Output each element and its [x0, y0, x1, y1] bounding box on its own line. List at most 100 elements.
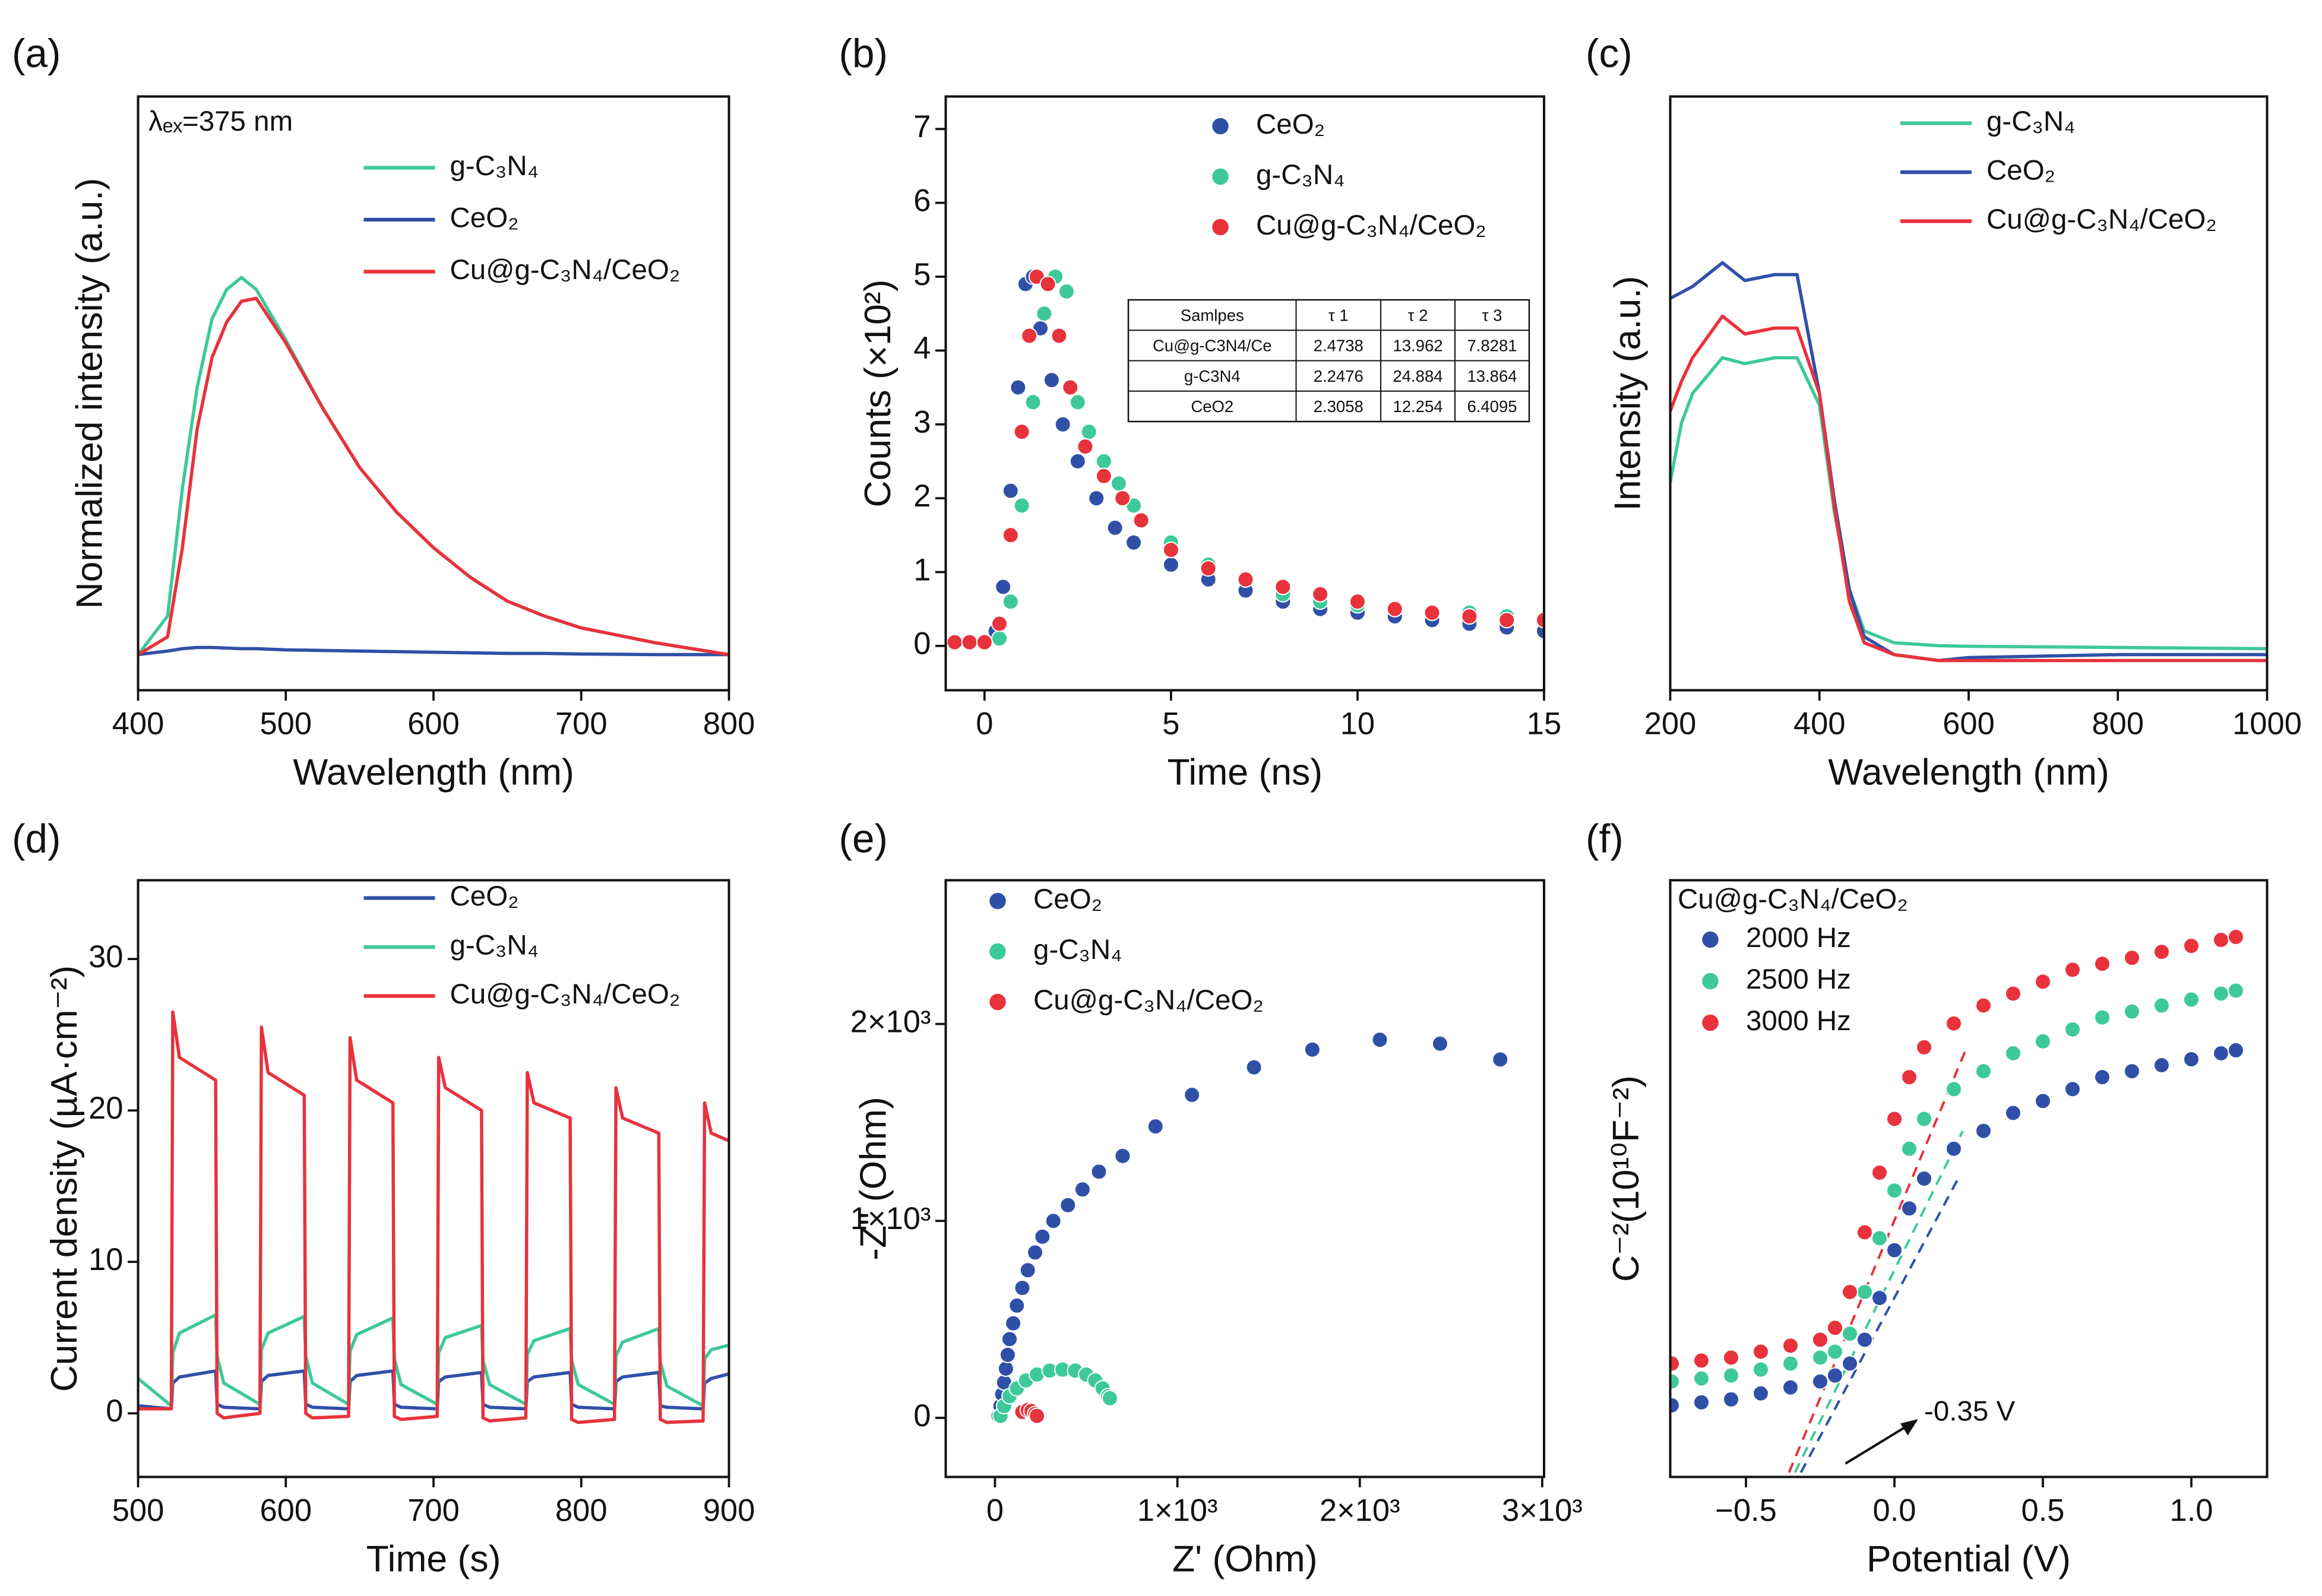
x-tick-label: 2×10³ — [1320, 1493, 1400, 1528]
panel-label: (b) — [839, 31, 888, 76]
point — [1058, 283, 1075, 300]
legend-label: g-C₃N₄ — [1033, 934, 1122, 965]
table-cell: Cu@g-C3N4/Ce — [1153, 337, 1272, 355]
point — [1386, 600, 1403, 618]
point — [2035, 1092, 2052, 1110]
point — [1916, 1038, 1933, 1056]
point — [1029, 1407, 1046, 1424]
table-cell: 24.884 — [1393, 367, 1442, 385]
table-cell: 13.962 — [1393, 337, 1442, 355]
point — [997, 1360, 1014, 1378]
point — [1013, 423, 1030, 441]
point — [2153, 997, 2171, 1014]
y-axis-title: Intensity (a.u.) — [1607, 276, 1649, 511]
point — [2064, 1081, 2081, 1098]
x-axis-title: Wavelength (nm) — [1828, 752, 2109, 793]
point — [1001, 1331, 1018, 1348]
y-tick-label: 0 — [913, 626, 931, 661]
point — [1782, 1337, 1799, 1354]
point — [2228, 982, 2245, 999]
table-cell: g-C3N4 — [1184, 367, 1241, 385]
point — [1200, 560, 1217, 577]
y-tick-label: 6 — [913, 183, 931, 218]
point — [1371, 1031, 1388, 1049]
y-tick-label: 4 — [913, 331, 931, 366]
y-tick-label: 7 — [913, 109, 931, 144]
point — [1005, 1315, 1022, 1332]
series-line — [138, 296, 729, 657]
y-tick-label: 2 — [913, 479, 931, 514]
y-axis-title: -Z" (Ohm) — [853, 1097, 894, 1261]
point — [1752, 1343, 1770, 1360]
table-cell: τ 3 — [1482, 306, 1502, 324]
point — [2124, 1063, 2141, 1080]
table-cell: Samlpes — [1181, 306, 1244, 324]
plot-area — [138, 276, 729, 657]
x-tick-label: 700 — [407, 1493, 460, 1528]
x-axis-title: Z' (Ohm) — [1172, 1538, 1318, 1580]
y-tick-label: 2×10³ — [850, 1005, 931, 1040]
point — [1856, 1331, 1874, 1348]
point — [2183, 938, 2200, 955]
annotation: -0.35 V — [1924, 1396, 2015, 1427]
point — [1024, 394, 1042, 411]
point — [1039, 276, 1056, 293]
series-line — [138, 1010, 729, 1424]
point — [991, 630, 1008, 647]
legend-label: CeO₂ — [1986, 155, 2055, 186]
x-tick-label: 15 — [1527, 706, 1561, 741]
legend-swatch — [1702, 973, 1719, 990]
legend-label: 3000 Hz — [1746, 1005, 1851, 1037]
table-cell: τ 2 — [1408, 306, 1428, 324]
point — [1536, 612, 1544, 629]
legend-label: CeO₂ — [450, 202, 519, 234]
legend-label: g-C₃N₄ — [450, 930, 539, 961]
table-cell: 13.864 — [1467, 367, 1517, 385]
point — [1132, 512, 1150, 529]
y-tick-label: 20 — [88, 1091, 123, 1126]
point — [1693, 1394, 1710, 1411]
point — [1498, 612, 1516, 629]
point — [1916, 1170, 1933, 1188]
point — [1975, 1063, 1992, 1080]
point — [1059, 1196, 1077, 1214]
panel: (a) 400 500 600 700 800 Wavelength (nm) Normali… — [12, 31, 755, 793]
legend-label: CeO₂ — [450, 881, 519, 912]
legend-label: Cu@g-C₃N₄/CeO₂ — [1256, 210, 1486, 241]
point — [1147, 1118, 1164, 1135]
x-tick-label: −0.5 — [1715, 1493, 1777, 1528]
x-tick-label: 600 — [260, 1493, 312, 1528]
legend-label: 2000 Hz — [1746, 922, 1851, 954]
x-tick-label: 0.5 — [2022, 1493, 2065, 1528]
x-tick-label: 1.0 — [2170, 1493, 2213, 1528]
point — [2064, 961, 2081, 978]
x-tick-label: 500 — [260, 706, 312, 741]
point — [1088, 490, 1105, 507]
point — [1095, 467, 1112, 484]
point — [1034, 1228, 1051, 1245]
point — [1842, 1283, 1859, 1300]
point — [1074, 1181, 1091, 1198]
point — [1431, 1035, 1448, 1052]
point — [2035, 973, 2052, 990]
point — [2005, 1104, 2022, 1122]
plot-frame — [1669, 879, 2269, 1478]
inset-table: Samlpes τ 1 τ 2 τ 3 Cu@g-C3N4/Ce 2.4738 13.962… — [1127, 299, 1530, 423]
x-tick-label: 800 — [703, 706, 755, 741]
point — [1101, 1389, 1118, 1407]
legend-swatch — [1702, 931, 1719, 948]
point — [1670, 1373, 1680, 1390]
legend-label: g-C₃N₄ — [1256, 159, 1345, 191]
plot-frame — [1669, 95, 2269, 692]
point — [1312, 585, 1329, 603]
point — [1237, 571, 1254, 588]
point — [1693, 1370, 1710, 1387]
point — [1723, 1367, 1740, 1384]
x-tick-label: 1000 — [2232, 706, 2302, 741]
point — [1162, 556, 1179, 574]
x-tick-label: 0 — [986, 1493, 1004, 1528]
point — [2094, 955, 2111, 973]
point — [976, 634, 993, 651]
